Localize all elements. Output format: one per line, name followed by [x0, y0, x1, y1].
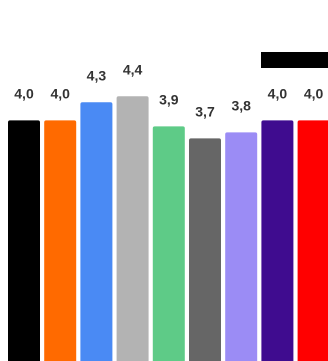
bar-2 — [44, 120, 77, 361]
bar-value-label-2: 4,0 — [50, 85, 70, 101]
bar-value-label-3: 4,3 — [87, 67, 107, 83]
bars-group — [8, 96, 328, 361]
bar-value-label-4: 4,4 — [123, 61, 143, 77]
bar-8 — [261, 120, 294, 361]
bar-3 — [80, 102, 113, 361]
bar-value-label-7: 3,8 — [231, 97, 251, 113]
bar-value-label-8: 4,0 — [268, 85, 288, 101]
bar-value-label-6: 3,7 — [195, 103, 215, 119]
bar-9 — [297, 120, 328, 361]
legend-marker — [261, 52, 328, 68]
bar-value-label-9: 4,0 — [304, 85, 324, 101]
value-labels-group: 4,0 4,0 4,3 4,4 3,9 3,7 3,8 4,0 4,0 — [13, 60, 325, 121]
bar-7 — [225, 132, 258, 361]
bar-6 — [189, 138, 221, 361]
bar-value-label-5: 3,9 — [159, 91, 179, 107]
bar-4 — [116, 96, 149, 361]
bar-5 — [152, 126, 185, 361]
bar-1 — [8, 120, 40, 361]
bar-value-label-1: 4,0 — [14, 85, 34, 101]
